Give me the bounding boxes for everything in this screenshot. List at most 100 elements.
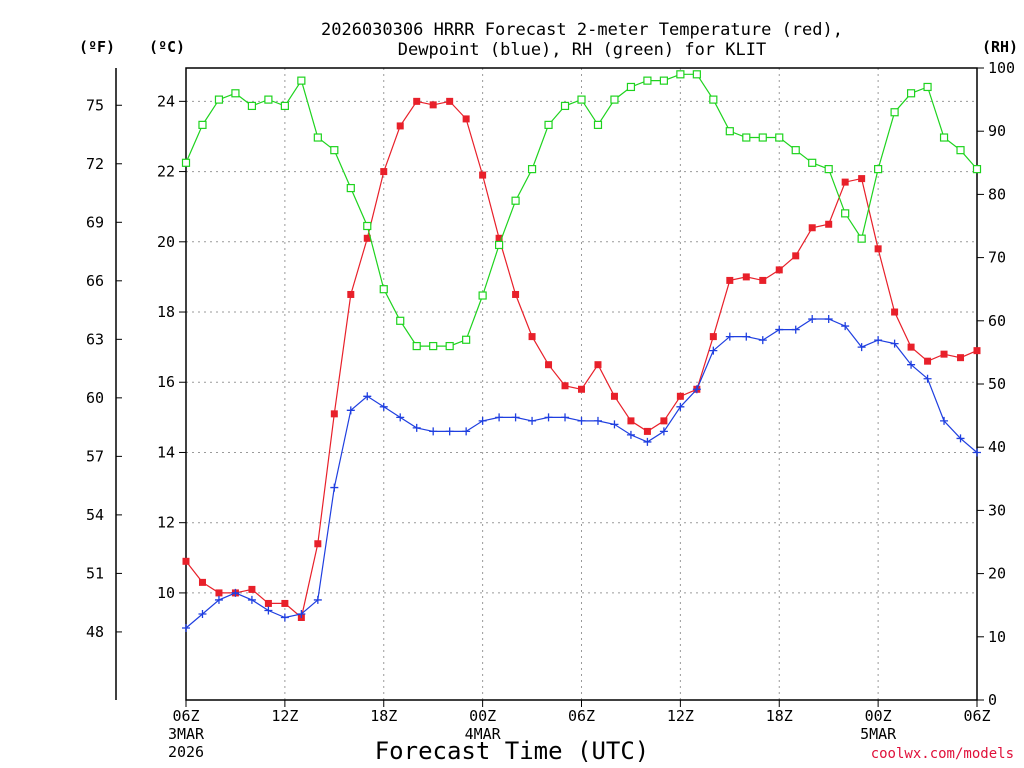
celsius-tick-label: 20 xyxy=(157,233,175,251)
celsius-tick-label: 18 xyxy=(157,303,175,321)
dewpoint-point xyxy=(478,416,487,425)
rh-point xyxy=(775,133,784,142)
dewpoint-point xyxy=(313,595,322,604)
dewpoint-point xyxy=(297,609,306,618)
temperature-point xyxy=(413,97,421,105)
dewpoint-point xyxy=(808,315,817,324)
rh-tick-label: 70 xyxy=(988,249,1006,267)
rh-unit-label: (RH) xyxy=(982,38,1018,56)
temperature-point xyxy=(627,417,635,425)
temperature-point xyxy=(841,178,849,186)
temperature-point xyxy=(380,168,388,176)
rh-point xyxy=(841,209,850,218)
rh-point xyxy=(857,234,866,243)
temperature-point xyxy=(347,290,355,298)
dewpoint-point xyxy=(791,325,800,334)
rh-point xyxy=(214,95,224,104)
dewpoint-point xyxy=(363,392,372,401)
x-tick-label: 00Z xyxy=(469,707,496,725)
temperature-point xyxy=(610,392,618,400)
temperature-point xyxy=(545,361,553,369)
dewpoint-point xyxy=(874,336,883,345)
dewpoint-point xyxy=(626,430,635,439)
rh-point xyxy=(527,165,537,174)
fahrenheit-tick-label: 75 xyxy=(86,96,104,114)
rh-point xyxy=(643,76,652,85)
rh-point xyxy=(676,70,685,79)
rh-point xyxy=(742,133,751,142)
x-date-label: 4MAR xyxy=(465,725,502,743)
rh-tick-label: 10 xyxy=(988,628,1006,646)
dewpoint-point xyxy=(973,448,981,457)
rh-point xyxy=(544,120,553,129)
fahrenheit-tick-label: 63 xyxy=(86,330,104,348)
rh-point xyxy=(610,95,619,104)
rh-point xyxy=(577,95,586,104)
rh-point xyxy=(478,291,487,300)
temperature-point xyxy=(726,276,734,284)
temperature-point xyxy=(874,245,882,253)
rh-point xyxy=(280,101,289,111)
dewpoint-point xyxy=(643,437,652,446)
fahrenheit-tick-label: 57 xyxy=(86,447,104,465)
temperature-point xyxy=(363,234,371,242)
temperature-point xyxy=(660,417,668,425)
rh-tick-label: 30 xyxy=(988,501,1006,519)
temperature-point xyxy=(198,578,206,586)
temperature-point xyxy=(528,333,536,341)
rh-tick-label: 80 xyxy=(988,185,1006,203)
dewpoint-point xyxy=(857,343,866,352)
dewpoint-point xyxy=(890,339,899,348)
temperature-point xyxy=(742,273,750,281)
temperature-point xyxy=(446,97,454,105)
temperature-point xyxy=(479,171,487,179)
fahrenheit-unit-label: (ºF) xyxy=(79,38,115,56)
x-tick-label: 06Z xyxy=(172,707,199,725)
fahrenheit-tick-label: 51 xyxy=(86,564,104,582)
dewpoint-point xyxy=(495,413,504,422)
rh-point xyxy=(874,165,883,174)
rh-point xyxy=(560,101,570,111)
temperature-point xyxy=(561,382,569,390)
dewpoint-point xyxy=(758,336,767,345)
rh-point xyxy=(725,127,734,136)
rh-point xyxy=(972,165,982,174)
rh-point xyxy=(231,89,240,98)
rh-tick-label: 90 xyxy=(988,122,1006,140)
dewpoint-point xyxy=(725,332,734,341)
dewpoint-point xyxy=(544,413,553,422)
temperature-point xyxy=(264,599,272,607)
dewpoint-point xyxy=(429,427,438,436)
rh-point xyxy=(626,82,636,92)
rh-tick-label: 40 xyxy=(988,438,1006,456)
dewpoint-point xyxy=(379,402,388,411)
dewpoint-point xyxy=(346,406,355,415)
rh-tick-label: 0 xyxy=(988,691,997,709)
temperature-point xyxy=(396,122,404,130)
credit-text: coolwx.com/models xyxy=(871,746,1014,762)
rh-series xyxy=(181,70,982,351)
rh-point xyxy=(709,95,718,104)
fahrenheit-tick-label: 72 xyxy=(86,155,104,173)
rh-tick-label: 20 xyxy=(988,565,1006,583)
x-year-label: 2026 xyxy=(168,743,204,761)
rh-tick-label: 100 xyxy=(988,59,1015,77)
temperature-point xyxy=(182,557,190,565)
temperature-point xyxy=(973,347,981,355)
x-tick-label: 06Z xyxy=(568,707,595,725)
dewpoint-point xyxy=(593,416,602,425)
temperature-point xyxy=(858,175,866,183)
dewpoint-point xyxy=(824,315,833,324)
rh-point xyxy=(346,183,355,193)
celsius-unit-label: (ºC) xyxy=(149,38,185,56)
dewpoint-point xyxy=(231,588,240,597)
celsius-tick-label: 10 xyxy=(157,584,175,602)
rh-tick-label: 50 xyxy=(988,375,1006,393)
dewpoint-point xyxy=(412,423,421,432)
dewpoint-point xyxy=(956,434,965,443)
rh-point xyxy=(906,89,916,98)
temperature-point xyxy=(808,224,816,232)
dewpoint-point xyxy=(907,360,916,369)
dewpoint-series xyxy=(182,315,981,633)
rh-point xyxy=(396,316,405,325)
